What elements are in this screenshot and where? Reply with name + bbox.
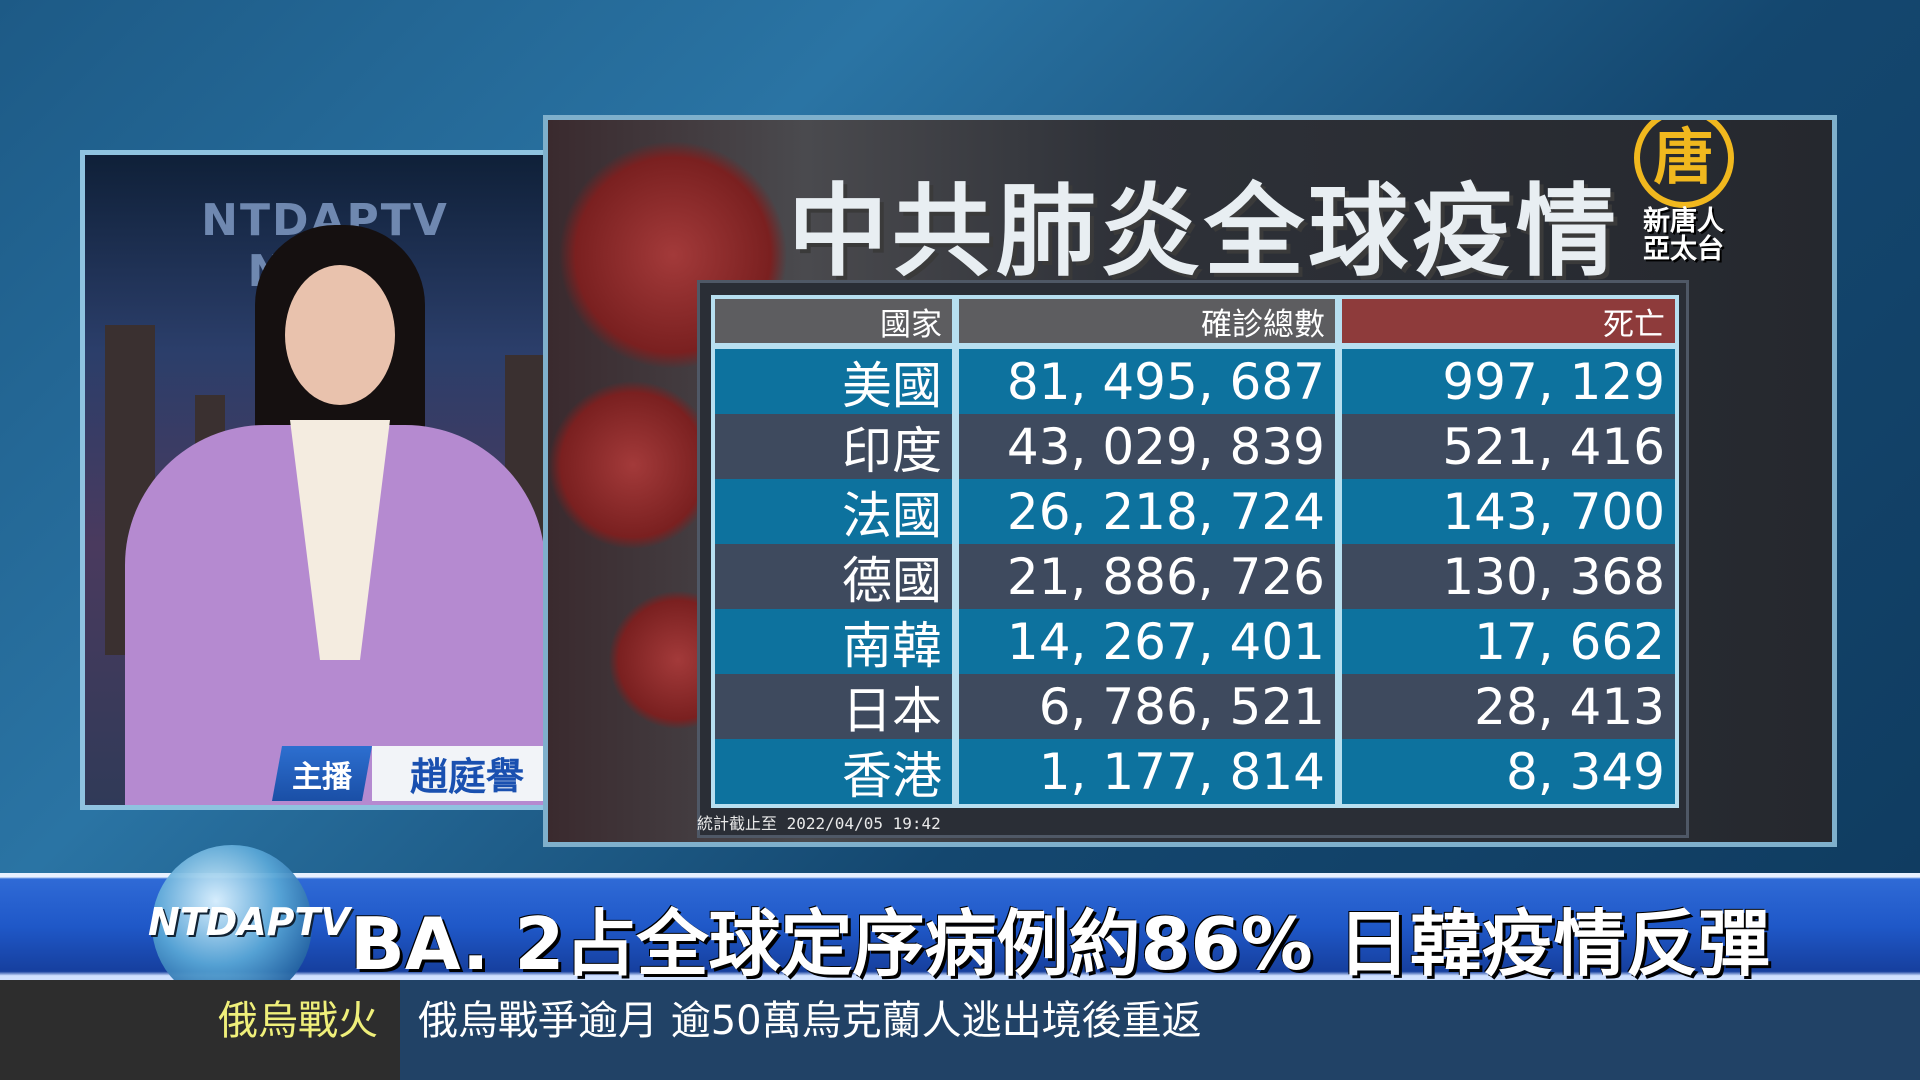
table-row: 南韓 14, 267, 401 17, 662: [715, 609, 1675, 675]
deaths-cell: 8, 349: [1342, 739, 1675, 804]
name-plate: 主播 趙庭譽: [272, 746, 561, 801]
country-cell: 美國: [715, 349, 952, 415]
header-country: 國家: [715, 299, 952, 343]
stats-timestamp: 統計截止至 2022/04/05 19:42: [697, 814, 941, 833]
table-row: 香港 1, 177, 814 8, 349: [715, 739, 1675, 805]
cases-cell: 14, 267, 401: [959, 609, 1335, 674]
country-cell: 南韓: [715, 609, 952, 675]
country-cell: 日本: [715, 674, 952, 740]
country-cell: 香港: [715, 739, 952, 805]
news-subtitle: 俄烏戰爭逾月 逾50萬烏克蘭人逃出境後重返: [418, 998, 1202, 1044]
deaths-cell: 143, 700: [1342, 479, 1675, 544]
logo-emblem: 唐: [1633, 120, 1734, 208]
country-cell: 印度: [715, 414, 952, 480]
cases-cell: 6, 786, 521: [959, 674, 1335, 739]
table-row: 美國 81, 495, 687 997, 129: [715, 349, 1675, 415]
country-cell: 德國: [715, 544, 952, 610]
logo-text: 新唐人 亞太台: [1643, 206, 1724, 265]
cases-cell: 81, 495, 687: [959, 349, 1335, 414]
table-row: 日本 6, 786, 521 28, 413: [715, 674, 1675, 740]
deaths-cell: 130, 368: [1342, 544, 1675, 609]
deaths-cell: 17, 662: [1342, 609, 1675, 674]
cases-cell: 43, 029, 839: [959, 414, 1335, 479]
presenter-face: [285, 265, 395, 405]
anchor-video: NTDAPTV NEWS 主播 趙庭譽: [80, 150, 566, 810]
cases-cell: 21, 886, 726: [959, 544, 1335, 609]
table-row: 法國 26, 218, 724 143, 700: [715, 479, 1675, 545]
cases-cell: 1, 177, 814: [959, 739, 1335, 804]
header-deaths: 死亡: [1342, 299, 1675, 343]
covid-table-frame: 國家 確診總數 死亡 美國 81, 495, 687 997, 129 印度 43, 0…: [697, 280, 1689, 838]
panel-title: 中共肺炎全球疫情: [788, 173, 1620, 290]
country-cell: 法國: [715, 479, 952, 545]
headline-text: BA. 2占全球定序病例約86% 日韓疫情反彈: [350, 902, 1770, 986]
stats-panel: 中共肺炎全球疫情 唐 新唐人 亞太台 國家 確診總數 死亡 美國 81, 495, …: [543, 115, 1837, 847]
subtitle-bar: 俄烏戰火 俄烏戰爭逾月 逾50萬烏克蘭人逃出境後重返: [0, 980, 1920, 1080]
header-cases: 確診總數: [959, 299, 1335, 343]
channel-logo-text: NTDAPTV: [148, 900, 350, 944]
headline-bar: BA. 2占全球定序病例約86% 日韓疫情反彈: [0, 873, 1920, 986]
deaths-cell: 997, 129: [1342, 349, 1675, 414]
deaths-cell: 28, 413: [1342, 674, 1675, 739]
table-row: 德國 21, 886, 726 130, 368: [715, 544, 1675, 610]
virus-graphic: [548, 380, 718, 550]
deaths-cell: 521, 416: [1342, 414, 1675, 479]
table-header: 國家 確診總數 死亡: [715, 299, 1675, 343]
table-row: 印度 43, 029, 839 521, 416: [715, 414, 1675, 480]
globe-icon: [152, 845, 312, 1005]
presenter-role: 主播: [272, 746, 372, 801]
presenter-name: 趙庭譽: [372, 746, 561, 801]
covid-table: 國家 確診總數 死亡 美國 81, 495, 687 997, 129 印度 43, 0…: [711, 295, 1679, 808]
news-category: 俄烏戰火: [0, 980, 400, 1080]
cases-cell: 26, 218, 724: [959, 479, 1335, 544]
ntd-logo: 唐 新唐人 亞太台: [1621, 120, 1746, 283]
